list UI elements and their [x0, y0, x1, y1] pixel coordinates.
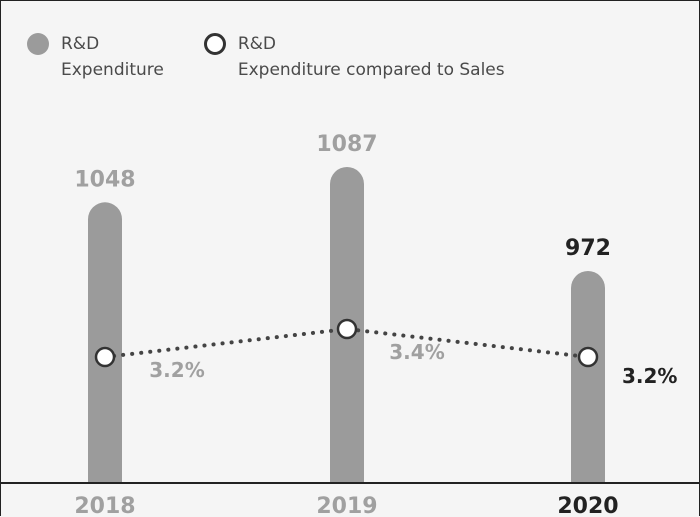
legend: R&D Expenditure R&D Expenditure compared… — [27, 31, 505, 83]
bar-2018 — [88, 202, 122, 483]
legend-label-bars: R&D Expenditure — [61, 34, 164, 80]
legend-label-line: R&D Expenditure compared to Sales — [237, 34, 505, 80]
line-point-2019 — [336, 318, 358, 340]
line-point-2020 — [577, 346, 599, 368]
legend-item-line: R&D Expenditure compared to Sales — [203, 31, 505, 83]
line-value-label-2020: 3.2% — [622, 364, 677, 388]
bar-value-label-2019: 1087 — [316, 132, 377, 157]
line-series-ratio — [103, 326, 590, 359]
bar-2020 — [571, 271, 605, 483]
bar-value-label-2018: 1048 — [74, 167, 135, 192]
legend-swatch-line — [203, 33, 226, 55]
x-tick-label-2018: 2018 — [74, 494, 135, 517]
legend-swatch-bars — [27, 33, 49, 55]
line-value-label-2018: 3.2% — [149, 358, 204, 382]
line-value-label-2019: 3.4% — [389, 340, 444, 364]
bar-value-label-2020: 972 — [565, 236, 611, 261]
x-tick-label-2020: 2020 — [557, 494, 618, 517]
legend-item-bars: R&D Expenditure — [27, 31, 164, 83]
x-tick-label-2019: 2019 — [316, 494, 377, 517]
line-point-2018 — [94, 346, 116, 368]
